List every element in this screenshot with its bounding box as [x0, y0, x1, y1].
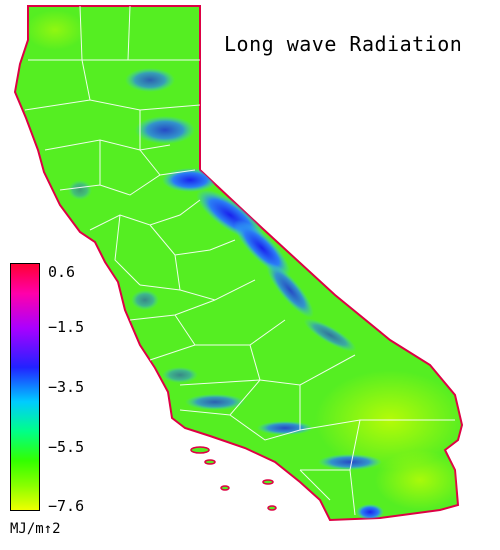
county-boundaries — [24, 6, 455, 516]
legend-tick-max: 0.6 — [48, 263, 76, 281]
legend-tick-2: −1.5 — [48, 318, 85, 336]
legend-tick-3: −3.5 — [48, 378, 85, 396]
map-title: Long wave Radiation — [224, 32, 463, 56]
legend-tick-4: −5.5 — [48, 438, 85, 456]
legend-unit: MJ/m↑2 — [10, 521, 61, 537]
legend-tick-min: −7.6 — [48, 497, 85, 515]
legend-color-bar — [10, 263, 40, 511]
channel-islands — [190, 446, 277, 511]
